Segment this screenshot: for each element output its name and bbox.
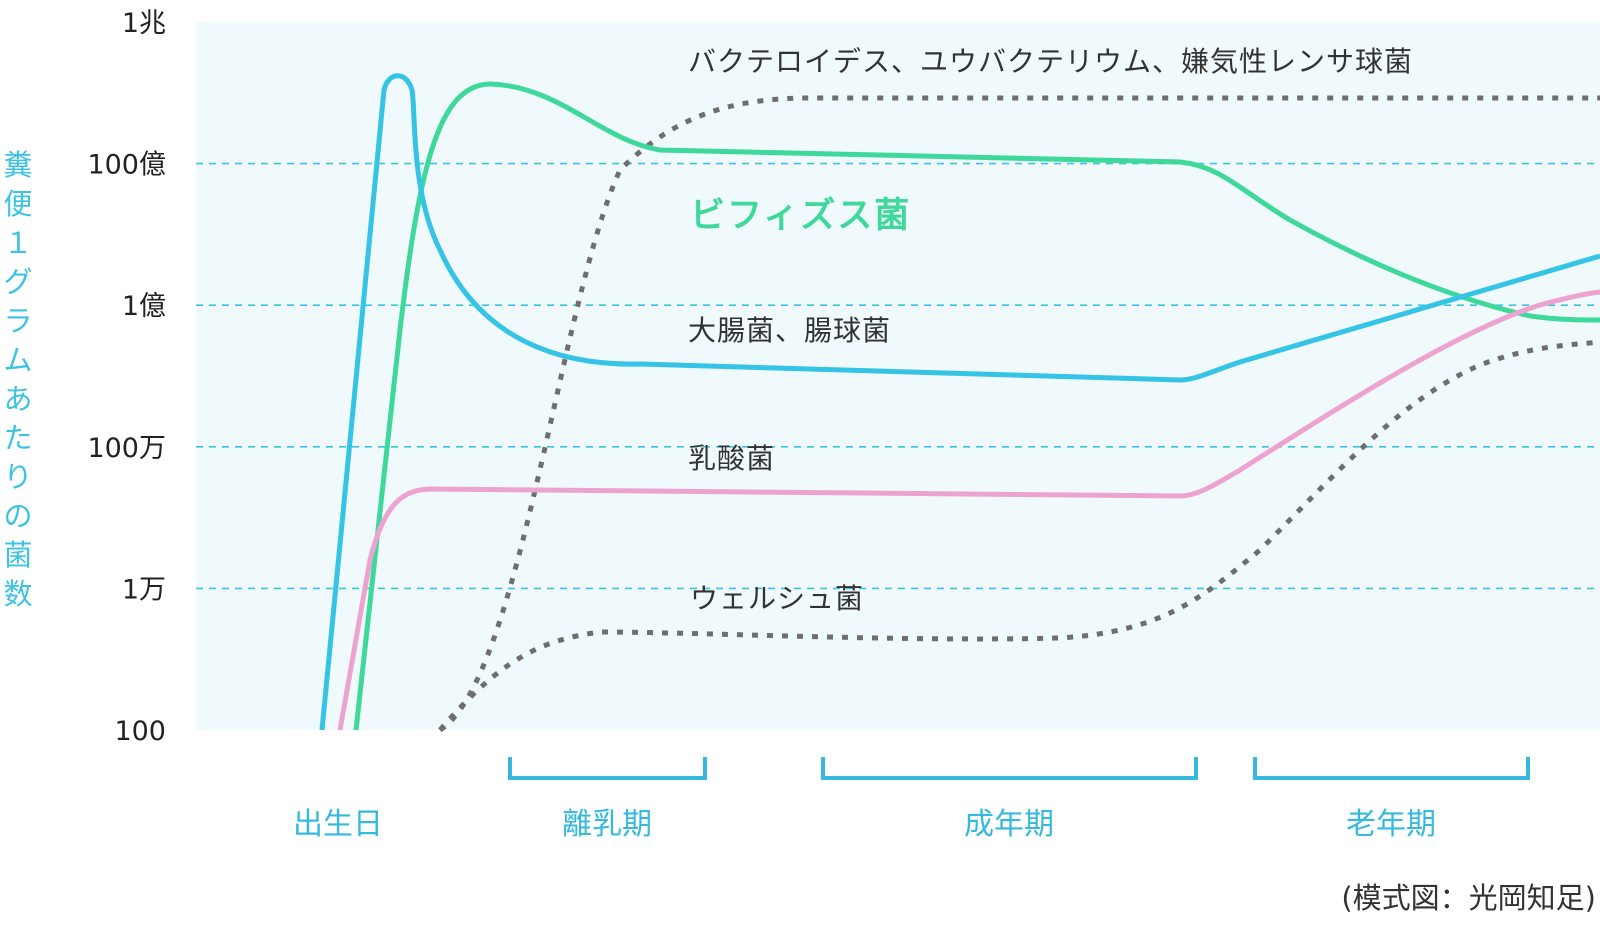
period-bracket-adulthood [821, 757, 1198, 780]
series-line-bifidobacteria [353, 81, 1600, 731]
y-axis-label-char: １ [3, 226, 33, 260]
y-axis-label-char: り [3, 460, 33, 494]
y-tick-label: 1兆 [122, 8, 166, 39]
y-tick-label: 1億 [122, 291, 166, 322]
period-bracket-old-age [1253, 757, 1530, 780]
y-tick-label: 100万 [87, 433, 166, 464]
series-line-ecoli-enterococcus [319, 73, 1600, 731]
period-label-weaning: 離乳期 [562, 807, 652, 842]
y-tick-label: 1万 [122, 574, 166, 605]
period-bracket-weaning [508, 757, 707, 780]
y-axis-label-char: ラ [3, 304, 33, 338]
y-tick-label: 100 [114, 716, 166, 747]
series-label-lactobacillus: 乳酸菌 [688, 442, 775, 475]
period-label-adulthood: 成年期 [964, 807, 1054, 842]
y-axis-label-char: 便 [3, 187, 33, 221]
y-axis-label-char: た [3, 421, 33, 455]
y-axis-label: 糞便 １ グラムあたりの菌数 [0, 146, 36, 614]
y-tick-label: 100億 [87, 150, 166, 181]
y-axis-ticks: 100 1万 100万 1億 100億 1兆 [87, 8, 166, 747]
series-label-bifidobacteria: ビフィズス菌 [690, 195, 911, 236]
y-axis-label-char: グ [3, 265, 33, 299]
y-axis-label-char: ム [3, 343, 33, 377]
series-label-welchii: ウェルシュ菌 [690, 582, 864, 615]
series-label-ecoli-enterococcus: 大腸菌、腸球菌 [688, 314, 891, 347]
y-axis-label-char: 数 [3, 577, 33, 611]
y-axis-label-char: 菌 [3, 538, 33, 572]
series-line-lactobacillus [337, 289, 1600, 731]
y-axis-label-char: の [3, 499, 33, 533]
series-label-bacteroides: バクテロイデス、ユウバクテリウム、嫌気性レンサ球菌 [688, 45, 1413, 78]
series-line-welchii [438, 339, 1600, 732]
y-axis-label-char: 糞 [3, 148, 33, 182]
chart-credit: (模式図：光岡知足) [1341, 881, 1596, 915]
plot-area [196, 22, 1600, 730]
period-label-birth: 出生日 [293, 807, 383, 842]
period-label-old-age: 老年期 [1346, 807, 1436, 842]
y-axis-label-char: あ [3, 382, 33, 416]
